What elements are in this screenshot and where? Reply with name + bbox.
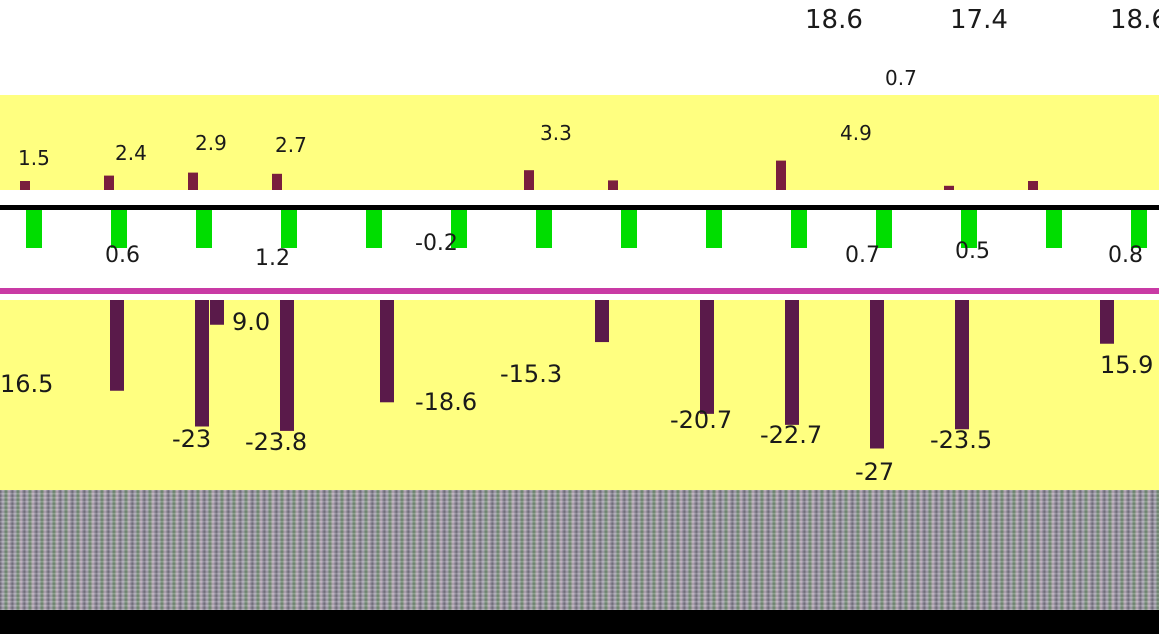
middle-bar	[451, 210, 467, 248]
middle-bar	[876, 210, 892, 248]
bottom-bar	[110, 300, 124, 391]
top-bar	[608, 180, 618, 190]
top-value-label: 1.5	[18, 146, 50, 170]
top-value-label: 4.9	[840, 121, 872, 145]
bottom-value-label: -27	[855, 458, 894, 486]
bottom-bar	[870, 300, 884, 449]
bottom-value-label: -23.5	[930, 426, 992, 454]
bottom-band	[0, 300, 1159, 490]
top-chart: 1.5 2.4 2.9 2.7 3.3 4.9 0.7 18.6 17.4 18.6	[18, 5, 1159, 190]
bottom-bar	[280, 300, 294, 431]
bottom-value-label: -15.3	[500, 360, 562, 388]
middle-value-label: 0.8	[1108, 243, 1143, 268]
bottom-bar	[195, 300, 209, 427]
top-bar	[1028, 181, 1038, 190]
middle-bar	[706, 210, 722, 248]
middle-bar	[196, 210, 212, 248]
mid-divider	[0, 288, 1159, 294]
middle-bar	[791, 210, 807, 248]
bottom-bar	[0, 610, 1159, 634]
bottom-bar	[595, 300, 609, 343]
bottom-bar	[955, 300, 969, 430]
top-divider	[0, 205, 1159, 210]
footer-band	[0, 490, 1159, 610]
top-bar	[188, 172, 198, 190]
top-bar	[20, 181, 30, 190]
middle-bar	[1131, 210, 1147, 248]
middle-value-label: 0.5	[955, 239, 990, 264]
top-bar	[776, 160, 786, 190]
middle-value-label: 0.7	[845, 243, 880, 268]
top-bar	[272, 173, 282, 190]
middle-bar	[536, 210, 552, 248]
bottom-value-label: -23	[172, 425, 211, 453]
middle-value-label: 1.2	[255, 246, 290, 271]
bottom-value-label: 15.9	[1100, 351, 1153, 379]
bottom-bar	[1100, 300, 1114, 344]
middle-value-label: 0.6	[105, 243, 140, 268]
top-value-label: 3.3	[540, 121, 572, 145]
bottom-value-label: -18.6	[415, 388, 477, 416]
middle-chart: 0.6 1.2 -0.2 0.7 0.5 0.8	[26, 210, 1147, 271]
bottom-value-label: -22.7	[760, 421, 822, 449]
top-value-label: 18.6	[805, 5, 863, 35]
bottom-value-label: 16.5	[0, 370, 53, 398]
middle-bar	[1046, 210, 1062, 248]
middle-bar	[961, 210, 977, 248]
middle-bar	[281, 210, 297, 248]
bottom-value-label: -20.7	[670, 406, 732, 434]
bottom-value-label: 9.0	[232, 308, 270, 336]
top-value-label: 2.9	[195, 131, 227, 155]
bottom-bar	[785, 300, 799, 425]
bottom-chart: 16.5 -23 -23.8 9.0 -18.6 -15.3 -20.7 -22.7 -27 -2…	[0, 300, 1153, 486]
top-value-label: 0.7	[885, 66, 917, 90]
middle-bar	[111, 210, 127, 248]
top-band	[0, 95, 1159, 190]
middle-bar	[26, 210, 42, 248]
bottom-bar	[210, 300, 224, 325]
bottom-bar	[380, 300, 394, 403]
top-bar	[944, 185, 954, 190]
top-value-label: 2.4	[115, 141, 147, 165]
bottom-bar	[700, 300, 714, 414]
top-bar	[524, 170, 534, 190]
middle-value-label: -0.2	[415, 231, 458, 256]
top-value-label: 18.6	[1110, 5, 1159, 35]
middle-bar	[621, 210, 637, 248]
middle-bar	[366, 210, 382, 248]
top-bar	[104, 175, 114, 190]
bottom-value-label: -23.8	[245, 428, 307, 456]
top-value-label: 17.4	[950, 5, 1008, 35]
top-value-label: 2.7	[275, 133, 307, 157]
